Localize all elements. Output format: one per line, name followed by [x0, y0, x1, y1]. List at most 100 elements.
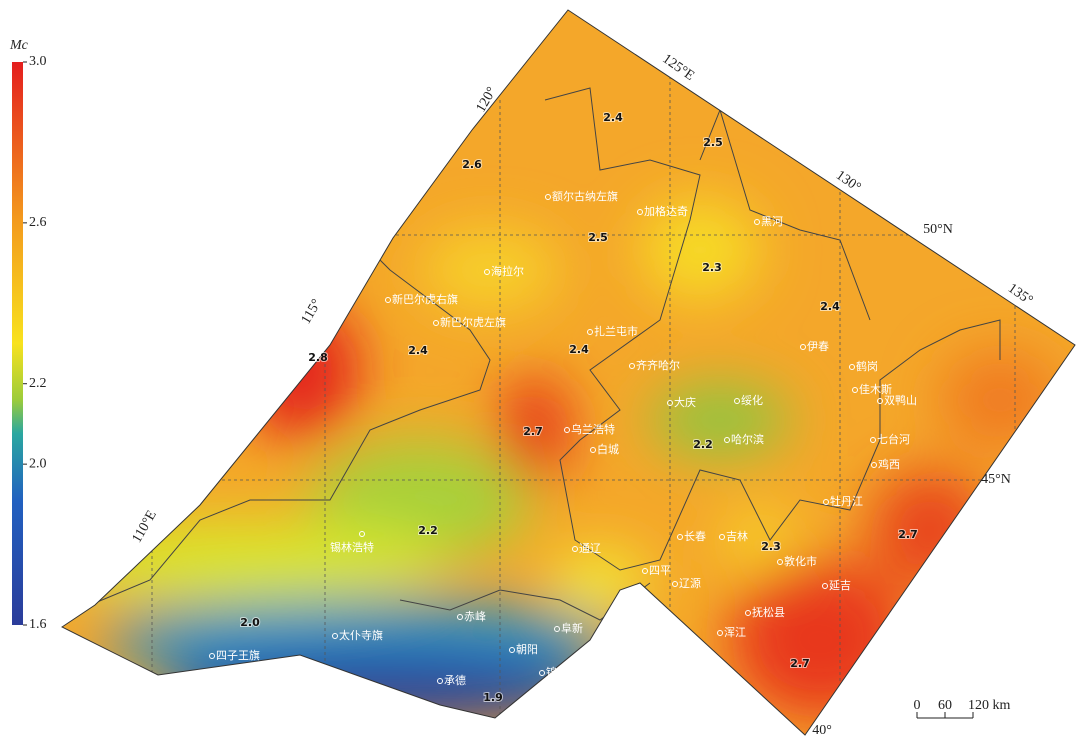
city-marker — [590, 447, 596, 453]
city-marker — [871, 462, 877, 468]
colorbar-tick-label: 3.0 — [29, 54, 47, 69]
city-marker — [385, 297, 391, 303]
city-marker — [777, 559, 783, 565]
graticule-label: 110°E — [130, 508, 160, 545]
city-marker — [877, 398, 883, 404]
contour-label: 2.2 — [418, 524, 438, 537]
contour-label: 2.3 — [702, 261, 722, 274]
graticule-label: 115° — [299, 297, 325, 327]
city-label: 锦西 — [544, 684, 566, 698]
city-label: 佳木斯 — [859, 382, 892, 396]
city-marker — [823, 499, 829, 505]
map-outline — [61, 9, 1076, 736]
city-marker — [564, 427, 570, 433]
city-label: 扎兰屯市 — [594, 324, 638, 338]
city-marker — [870, 437, 876, 443]
contour-label: 2.7 — [898, 528, 918, 541]
city-marker — [677, 534, 683, 540]
city-label: 锡林浩特 — [330, 540, 374, 554]
city-label: 齐齐哈尔 — [636, 358, 680, 372]
city-label: 鸡西 — [878, 457, 900, 471]
city-marker — [734, 398, 740, 404]
city-label: 鹤岗 — [856, 359, 878, 373]
city-label: 敦化市 — [784, 554, 817, 568]
contour-label: 2.4 — [408, 344, 428, 357]
city-label: 阜新 — [561, 621, 583, 635]
contour-label: 2.0 — [240, 616, 260, 629]
colorbar-tick-label: 2.6 — [29, 215, 47, 230]
city-marker — [587, 329, 593, 335]
city-label: 额尔古纳左旗 — [552, 189, 618, 203]
city-label: 四子王旗 — [216, 648, 260, 662]
city-marker — [754, 219, 760, 225]
contour-label: 2.4 — [569, 343, 589, 356]
contour-label: 2.4 — [820, 300, 840, 313]
city-label: 锦州 — [546, 665, 568, 679]
city-label: 承德 — [444, 673, 466, 687]
city-marker — [554, 626, 560, 632]
contour-label: 2.3 — [761, 540, 781, 553]
colorbar-title: Mc — [9, 38, 29, 53]
city-marker — [822, 583, 828, 589]
colorbar-tick-label: 2.2 — [29, 376, 47, 391]
city-marker — [637, 209, 643, 215]
city-marker — [717, 630, 723, 636]
city-marker — [852, 387, 858, 393]
city-label: 双鸭山 — [884, 394, 917, 407]
city-label: 赤峰 — [464, 610, 486, 623]
contour-label: 2.8 — [308, 351, 328, 364]
contour-label: 1.9 — [483, 691, 503, 704]
city-marker — [642, 568, 648, 574]
city-label: 哈尔滨 — [731, 432, 764, 446]
city-marker — [849, 364, 855, 370]
city-marker — [484, 269, 490, 275]
scale-bar — [916, 712, 974, 719]
city-label: 大庆 — [674, 395, 696, 409]
city-label: 朝阳 — [516, 643, 538, 656]
contour-label: 2.7 — [790, 657, 810, 670]
contour-label: 2.7 — [523, 425, 543, 438]
colorbar — [12, 62, 23, 625]
city-marker — [667, 400, 673, 406]
city-label: 伊春 — [807, 340, 829, 353]
city-label: 新巴尔虎右旗 — [392, 292, 458, 306]
city-marker — [572, 546, 578, 552]
contour-label: 2.5 — [588, 231, 608, 244]
contour-label: 2.6 — [462, 158, 482, 171]
city-label: 辽源 — [679, 576, 701, 590]
city-marker — [437, 678, 443, 684]
city-marker — [332, 633, 338, 639]
city-marker — [545, 194, 551, 200]
scale-label: 120 km — [968, 698, 1011, 713]
city-marker — [719, 534, 725, 540]
city-label: 吉林 — [726, 529, 748, 543]
city-marker — [359, 531, 365, 537]
colorbar-tick-label: 1.6 — [29, 617, 47, 632]
city-label: 白城 — [597, 442, 619, 456]
city-marker — [629, 363, 635, 369]
city-marker — [209, 653, 215, 659]
city-marker — [433, 320, 439, 326]
city-marker — [537, 689, 543, 695]
city-label: 抚松县 — [752, 605, 785, 619]
city-marker — [745, 610, 751, 616]
scale-label: 60 — [938, 698, 952, 713]
colorbar-tick-label: 2.0 — [29, 456, 47, 471]
city-label: 七台河 — [877, 432, 910, 446]
city-marker — [509, 647, 515, 653]
city-label: 海拉尔 — [491, 264, 524, 278]
city-marker — [724, 437, 730, 443]
graticule-label: 50°N — [923, 222, 953, 237]
graticule-label: 40° — [812, 723, 832, 738]
city-label: 加格达奇 — [644, 204, 688, 218]
city-label: 通辽 — [579, 542, 601, 555]
contour-label: 2.2 — [693, 438, 713, 451]
graticule-label: 45°N — [981, 472, 1011, 487]
city-marker — [457, 614, 463, 620]
city-label: 黑河 — [761, 215, 783, 228]
city-label: 绥化 — [741, 393, 763, 407]
city-label: 新巴尔虎左旗 — [440, 315, 506, 329]
city-label: 四平 — [649, 564, 671, 577]
